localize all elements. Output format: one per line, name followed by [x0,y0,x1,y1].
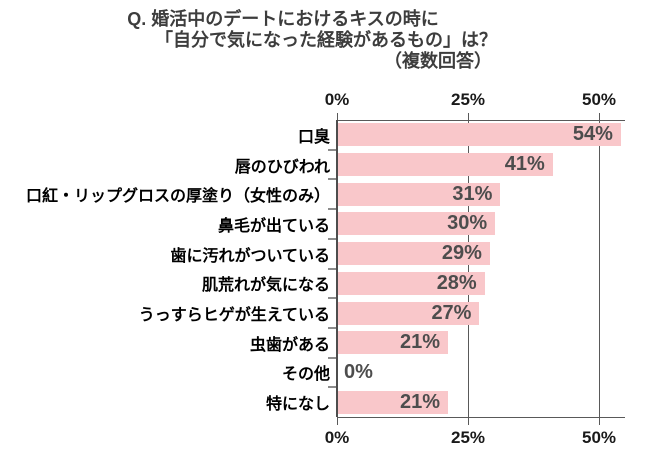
x-axis-top-tick-label: 25% [450,90,486,109]
category-label: 口臭 [297,128,330,146]
category-label: 特になし [265,396,330,414]
bar [338,212,496,236]
gridline-25% [468,120,469,417]
chart-title: Q. 婚活中のデートにおけるキスの時に 「自分で気になった経験があるもの」は？ … [0,9,650,72]
bar [338,182,501,206]
bar [338,271,485,295]
x-axis-bottom-tick-label: 50% [581,428,617,447]
y-axis-row-tick [328,357,336,359]
x-axis-top-tick [599,113,600,120]
bar-value-label: 41% [504,153,545,176]
x-axis-top-line [337,120,625,121]
bar [338,123,621,147]
bar-value-label: 31% [452,182,493,205]
bar-value-label: 27% [431,301,472,324]
x-axis-bottom-tick-label: 0% [324,428,350,447]
x-axis-top-tick-label: 0% [324,90,350,109]
bar-value-label: 30% [447,212,488,235]
bar [338,242,490,266]
y-axis-row-tick [328,238,336,240]
bar-value-label: 28% [436,271,477,294]
bar-value-label: 21% [400,331,441,354]
category-label: その他 [281,366,330,384]
bar [338,301,480,325]
y-axis-row-tick [328,208,336,210]
y-axis-row-tick [328,178,336,180]
category-label: 口紅・リップグロスの厚塗り（女性のみ） [25,188,330,206]
x-axis-bottom-line [337,417,625,418]
bar-value-label: 54% [572,123,613,146]
category-label: 虫歯がある [249,336,330,354]
y-axis-row-tick [328,268,336,270]
category-label: うっすらヒゲが生えている [138,307,330,325]
bar-value-label: 0% [344,360,373,383]
x-axis-top-tick-label: 50% [581,90,617,109]
chart-title-line3: （複数回答） [384,51,492,71]
y-axis-row-tick [328,386,336,388]
category-label: 歯に汚れがついている [170,247,330,265]
bar-value-label: 21% [400,390,441,413]
x-axis-bottom-tick [337,418,338,425]
x-axis-bottom-tick [468,418,469,425]
chart-title-line2: 「自分で気になった経験があるもの」は？ [155,30,497,50]
category-label: 唇のひびわれ [234,158,330,176]
bar [338,153,553,177]
x-axis-top-tick [337,113,338,120]
y-axis-row-tick [328,327,336,329]
x-axis-bottom-tick-label: 25% [450,428,486,447]
x-axis-bottom-tick [599,418,600,425]
bar-value-label: 29% [441,242,482,265]
gridline-50% [599,120,600,417]
category-label: 肌荒れが気になる [201,277,330,295]
bar [338,390,449,414]
category-label: 鼻毛が出ている [217,217,330,235]
y-axis-row-tick [328,297,336,299]
x-axis-top-tick [468,113,469,120]
y-axis-line [336,120,338,417]
chart-title-line1: Q. 婚活中のデートにおけるキスの時に [127,9,439,29]
bar [338,331,449,355]
y-axis-row-tick [328,149,336,151]
